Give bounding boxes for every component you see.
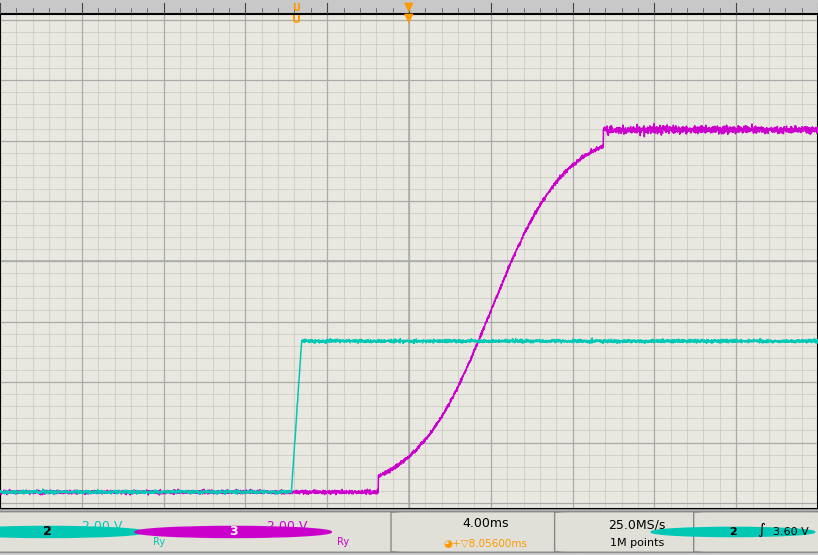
Text: Ry: Ry xyxy=(154,537,165,547)
Text: 25.0MS/s: 25.0MS/s xyxy=(609,518,666,532)
Text: ∫: ∫ xyxy=(757,522,765,537)
Circle shape xyxy=(0,527,146,537)
Circle shape xyxy=(135,527,331,537)
FancyBboxPatch shape xyxy=(555,512,720,552)
Text: U: U xyxy=(293,3,300,13)
Text: 3: 3 xyxy=(229,526,237,538)
Text: Ry: Ry xyxy=(338,537,349,547)
Text: 2.00 V: 2.00 V xyxy=(267,520,308,533)
Text: 2.00 V: 2.00 V xyxy=(82,520,122,533)
Text: ◄: ◄ xyxy=(0,554,1,555)
FancyBboxPatch shape xyxy=(0,512,417,552)
Text: ▼: ▼ xyxy=(404,1,414,13)
Text: 2: 2 xyxy=(43,526,52,538)
Text: ◕+▽8.05600ms: ◕+▽8.05600ms xyxy=(444,538,528,548)
Text: 2: 2 xyxy=(729,527,737,537)
FancyBboxPatch shape xyxy=(391,512,581,552)
Text: ▼: ▼ xyxy=(404,12,414,25)
FancyBboxPatch shape xyxy=(694,512,818,552)
Text: 4.00ms: 4.00ms xyxy=(463,517,509,530)
Circle shape xyxy=(651,527,815,537)
Text: U: U xyxy=(292,15,301,25)
Text: 3.60 V: 3.60 V xyxy=(773,527,809,537)
Text: 1M points: 1M points xyxy=(610,538,664,548)
